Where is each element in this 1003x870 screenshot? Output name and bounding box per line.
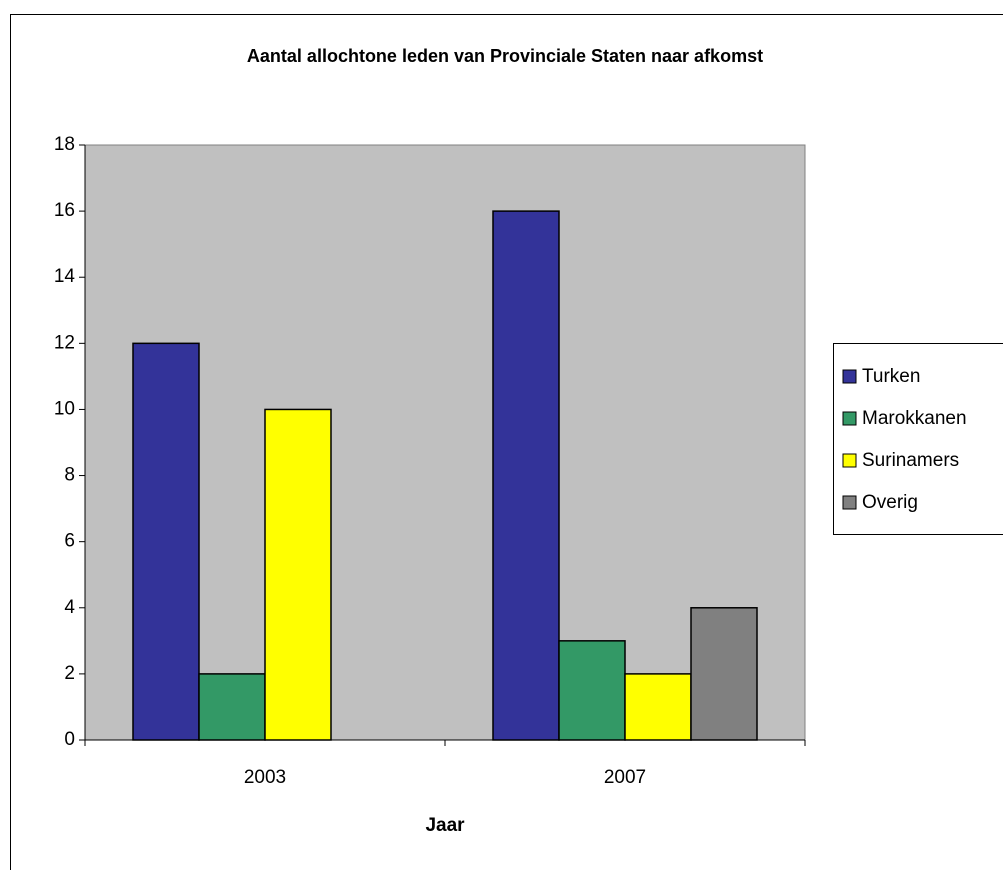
bar [558, 640, 626, 741]
legend-label: Overig [862, 492, 918, 513]
plot-area [84, 144, 806, 741]
legend-swatch [842, 495, 857, 510]
chart-title: Aantal allochtone leden van Provinciale … [247, 46, 763, 66]
bar [132, 342, 200, 741]
bar [264, 408, 332, 741]
y-tick-label: 16 [54, 200, 75, 221]
x-axis-label: Jaar [425, 815, 465, 836]
y-tick-label: 8 [64, 465, 75, 486]
y-tick-label: 6 [64, 531, 75, 552]
bar [690, 607, 758, 741]
legend-swatch [842, 411, 857, 426]
legend-label: Marokkanen [862, 408, 967, 429]
bar [492, 210, 560, 741]
y-tick-label: 4 [64, 597, 75, 618]
legend-swatch [842, 369, 857, 384]
legend-box [833, 343, 1003, 535]
legend-label: Surinamers [862, 450, 959, 471]
y-tick-label: 12 [54, 332, 75, 353]
y-tick-label: 0 [64, 729, 75, 750]
bar [624, 673, 692, 741]
bar [198, 673, 266, 741]
x-tick-label: 2003 [244, 767, 286, 788]
x-tick-label: 2007 [604, 767, 646, 788]
y-tick-label: 14 [54, 266, 76, 287]
y-tick-label: 2 [64, 663, 75, 684]
y-tick-label: 10 [54, 398, 75, 419]
y-tick-label: 18 [54, 134, 75, 155]
legend-label: Turken [862, 366, 920, 387]
legend-swatch [842, 453, 857, 468]
